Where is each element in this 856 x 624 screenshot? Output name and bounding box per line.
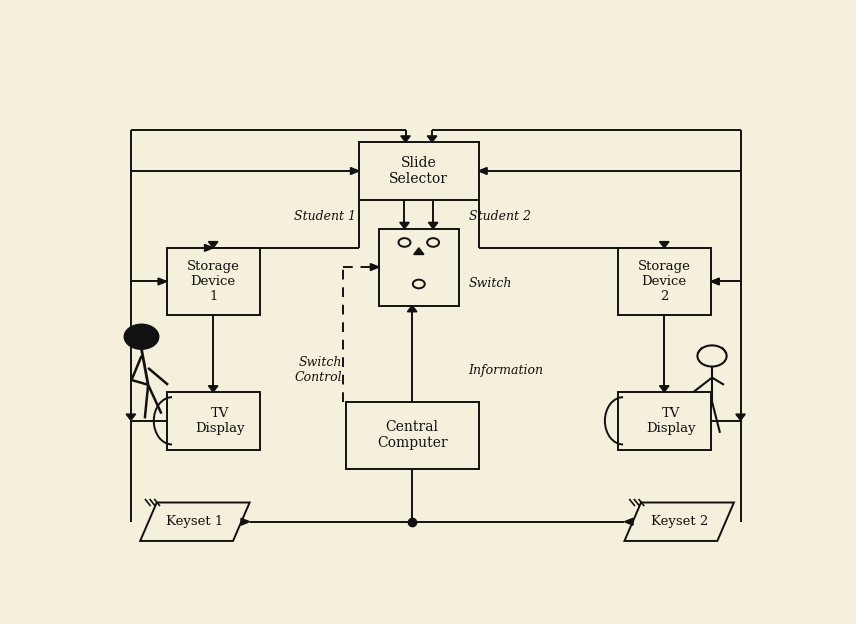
Polygon shape bbox=[401, 136, 410, 142]
Text: Student 1: Student 1 bbox=[294, 210, 356, 223]
Bar bbox=[167, 392, 259, 450]
Text: Student 2: Student 2 bbox=[468, 210, 531, 223]
Polygon shape bbox=[158, 278, 167, 285]
Polygon shape bbox=[736, 414, 746, 421]
Polygon shape bbox=[205, 245, 213, 251]
Polygon shape bbox=[710, 278, 719, 285]
Polygon shape bbox=[208, 386, 218, 392]
Polygon shape bbox=[241, 519, 250, 525]
Text: TV
Display: TV Display bbox=[646, 407, 696, 435]
Polygon shape bbox=[126, 414, 135, 421]
Polygon shape bbox=[659, 386, 669, 392]
Polygon shape bbox=[624, 519, 633, 525]
Bar bbox=[379, 228, 459, 306]
Polygon shape bbox=[624, 502, 734, 541]
Polygon shape bbox=[659, 241, 669, 248]
Polygon shape bbox=[208, 241, 218, 248]
Bar bbox=[167, 248, 259, 315]
Bar bbox=[618, 248, 710, 315]
Polygon shape bbox=[428, 222, 438, 228]
Text: Slide
Selector: Slide Selector bbox=[389, 156, 449, 186]
Text: Keyset 2: Keyset 2 bbox=[651, 515, 708, 529]
Bar bbox=[346, 402, 479, 469]
Polygon shape bbox=[400, 222, 409, 228]
Text: Switch
Control: Switch Control bbox=[294, 356, 342, 384]
Polygon shape bbox=[479, 167, 487, 175]
Polygon shape bbox=[140, 502, 250, 541]
Polygon shape bbox=[413, 248, 424, 255]
Circle shape bbox=[124, 324, 158, 349]
Text: Information: Information bbox=[468, 364, 544, 377]
Polygon shape bbox=[371, 263, 379, 271]
Text: Keyset 1: Keyset 1 bbox=[166, 515, 223, 529]
Text: Storage
Device
2: Storage Device 2 bbox=[638, 260, 691, 303]
Polygon shape bbox=[350, 167, 359, 175]
Bar bbox=[618, 392, 710, 450]
Polygon shape bbox=[407, 306, 417, 312]
Polygon shape bbox=[427, 136, 437, 142]
Text: Storage
Device
1: Storage Device 1 bbox=[187, 260, 240, 303]
Text: TV
Display: TV Display bbox=[195, 407, 245, 435]
Text: Central
Computer: Central Computer bbox=[377, 420, 448, 451]
Bar bbox=[359, 142, 479, 200]
Text: Switch: Switch bbox=[468, 278, 512, 290]
